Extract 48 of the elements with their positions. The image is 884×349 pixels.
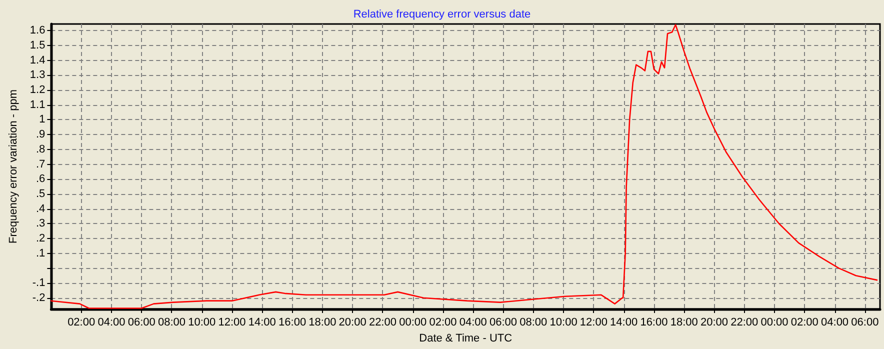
y-tick-label: .8 [36, 143, 46, 156]
x-tick-label: 04:00 [821, 316, 849, 328]
x-tick-label: 06:00 [128, 316, 156, 328]
x-tick-label: 22:00 [368, 316, 396, 328]
y-tick-label: 1.5 [30, 40, 46, 52]
x-tick-label: 16:00 [640, 316, 668, 328]
x-tick-label: 18:00 [670, 316, 698, 328]
y-tick-label: .2 [36, 232, 46, 244]
x-tick-label: 20:00 [700, 316, 728, 328]
x-tick-label: 14:00 [248, 316, 276, 328]
x-tick-label: 04:00 [459, 316, 487, 328]
y-tick-label: 1.3 [30, 69, 46, 82]
x-tick-label: 04:00 [98, 316, 126, 328]
x-tick-label: 02:00 [68, 316, 96, 328]
y-axis-title: Frequency error variation - ppm [8, 89, 20, 244]
x-tick-label: 10:00 [188, 316, 216, 328]
x-tick-label: 06:00 [490, 316, 518, 328]
x-tick-label: 02:00 [429, 316, 457, 328]
x-tick-label: 08:00 [158, 316, 186, 328]
x-tick-label: 12:00 [580, 316, 608, 328]
x-tick-label: 20:00 [338, 316, 366, 328]
y-tick-label: -.2 [32, 292, 46, 304]
x-axis-title: Date & Time - UTC [419, 332, 512, 344]
x-tick-label: 08:00 [520, 316, 548, 328]
y-tick-label: 1 [39, 114, 46, 126]
y-tick-label: .7 [36, 158, 46, 170]
x-tick-label: 10:00 [550, 316, 578, 328]
x-tick-label: 12:00 [218, 316, 246, 328]
x-tick-label: 06:00 [851, 316, 879, 328]
x-tick-label: 00:00 [399, 316, 427, 328]
x-tick-label: 02:00 [790, 316, 818, 328]
y-tick-label: .3 [36, 218, 46, 230]
x-tick-label: 16:00 [278, 316, 306, 328]
x-tick-label: 00:00 [760, 316, 788, 328]
y-tick-label: .4 [36, 202, 46, 215]
y-tick-label: 1.4 [30, 54, 46, 66]
y-tick-label: 1.6 [30, 24, 46, 37]
y-tick-label: .5 [36, 188, 46, 200]
y-tick-label: .9 [36, 128, 46, 141]
y-tick-label: .1 [36, 247, 46, 260]
y-tick-label: 1.2 [30, 84, 46, 96]
chart-title: Relative frequency error versus date [353, 8, 531, 20]
x-tick-label: 18:00 [308, 316, 336, 328]
y-tick-label: -.1 [32, 277, 46, 290]
x-tick-label: 22:00 [730, 316, 758, 328]
y-tick-label: 1.1 [30, 98, 46, 111]
y-tick-label: .6 [36, 173, 46, 186]
x-tick-label: 14:00 [610, 316, 638, 328]
